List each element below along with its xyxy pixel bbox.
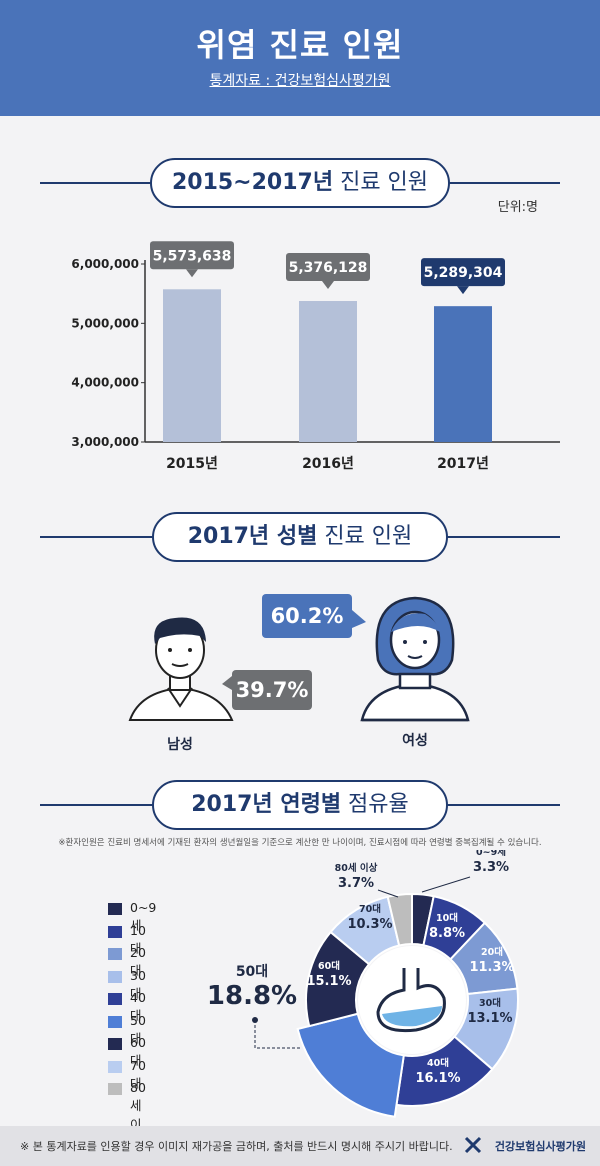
bar-callout-pointer	[186, 269, 198, 278]
donut-value-label: 13.1%	[467, 1011, 512, 1026]
legend-swatch	[108, 903, 122, 915]
x-tick-label: 2015년	[166, 456, 218, 472]
legend-swatch	[108, 1083, 122, 1095]
donut-slice	[386, 892, 413, 947]
section1-title-bold: 2015~2017년	[171, 170, 334, 195]
donut-category-label: 70대	[359, 903, 381, 915]
legend-label: 20대	[130, 945, 146, 978]
legend-label: 70대	[130, 1057, 146, 1091]
y-tick-label: 3,000,000	[71, 435, 139, 449]
legend-swatch	[108, 1038, 122, 1050]
donut-value-label: 15.1%	[306, 974, 351, 989]
bar-callout	[286, 253, 370, 282]
leader-dot	[252, 1017, 258, 1023]
donut-category-label: 10대	[436, 912, 458, 924]
section3-heading: 2017년 연령별 점유율	[0, 780, 600, 830]
x-tick-label: 2016년	[302, 456, 354, 472]
bar	[299, 301, 357, 442]
donut-value-label: 10.3%	[347, 917, 392, 932]
bar	[434, 306, 492, 442]
bar	[163, 289, 221, 442]
donut-category-label: 60대	[318, 960, 340, 972]
bar-chart: 6,000,000 5,000,000 4,000,000 3,000,000 5,57…	[71, 241, 560, 472]
bar-callout-pointer	[322, 281, 334, 290]
legend-swatch	[108, 948, 122, 960]
leader-line	[421, 876, 471, 893]
section1-title: 2015~2017년 진료 인원	[150, 158, 450, 208]
donut-hole	[358, 946, 466, 1054]
donut-value-label: 8.8%	[429, 926, 465, 941]
female-icon	[360, 596, 470, 722]
footer-org: 건강보험심사평가원	[494, 1140, 586, 1153]
bar-value-label: 5,289,304	[424, 265, 503, 281]
hira-logo-icon	[464, 1136, 482, 1154]
age-note: ※환자인원은 진료비 명세서에 기재된 환자의 생년월일을 기준으로 계산한 만…	[58, 838, 542, 848]
male-callout-pointer	[222, 676, 232, 690]
donut-chart: 0~9세 3.3% 10대 8.8% 20대 11.3% 30대 13.1% 40대 16.1% 5…	[207, 850, 519, 1118]
donut-slice	[296, 1012, 405, 1118]
footer: ※ 본 통계자료를 인용할 경우 이미지 재가공을 금하며, 출처를 반드시 명…	[0, 1126, 600, 1166]
section2-title-light: 진료 인원	[317, 524, 413, 549]
donut-value-label: 16.1%	[415, 1071, 460, 1086]
donut-category-label: 20대	[481, 946, 503, 958]
male-percent-callout: 39.7%	[232, 670, 312, 710]
source-text: 통계자료 : 건강보험심사평가원	[209, 73, 391, 89]
y-tick-label: 5,000,000	[71, 316, 139, 330]
section1-title-light: 진료 인원	[333, 170, 429, 195]
donut-value-label: 11.3%	[469, 960, 514, 975]
legend-label: 50대	[130, 1012, 146, 1046]
legend-swatch	[108, 970, 122, 983]
page-title: 위염 진료 인원	[196, 26, 404, 64]
donut-category-label: 40대	[427, 1057, 449, 1069]
legend-label: 0~9세	[130, 900, 157, 933]
legend-swatch	[108, 993, 122, 1005]
donut-category-label: 30대	[479, 997, 501, 1009]
stomach-icon	[376, 968, 446, 1033]
section3-title-bold: 2017년 연령별	[191, 792, 342, 817]
donut-category-label: 50대	[236, 964, 268, 980]
donut-category-label: 80세 이상	[335, 862, 378, 874]
gender-illustration	[128, 596, 470, 722]
bar-callout	[150, 241, 234, 270]
leader-line	[254, 1020, 300, 1049]
bar-callout-pointer	[457, 286, 469, 295]
legend-label: 60대	[130, 1035, 146, 1068]
legend-label: 30대	[130, 967, 146, 1001]
leader-line	[377, 889, 399, 898]
donut-value-label: 3.3%	[473, 860, 509, 875]
unit-label: 단위:명	[497, 200, 538, 215]
section3-title-light: 점유율	[341, 792, 409, 817]
bar-callout	[421, 258, 505, 287]
male-label: 남성	[167, 737, 193, 753]
section1-heading: 2015~2017년 진료 인원	[0, 158, 600, 208]
x-tick-label: 2017년	[437, 456, 489, 472]
legend-label: 40대	[130, 990, 146, 1023]
legend-swatch	[108, 925, 122, 938]
section2-title: 2017년 성별 진료 인원	[152, 512, 448, 562]
legend-swatch	[108, 1015, 122, 1028]
female-percent-callout: 60.2%	[262, 594, 352, 638]
male-icon	[128, 617, 234, 721]
y-tick-label: 4,000,000	[71, 376, 139, 390]
donut-category-label: 0~9세	[476, 850, 506, 858]
footer-note: ※ 본 통계자료를 인용할 경우 이미지 재가공을 금하며, 출처를 반드시 명…	[20, 1140, 453, 1153]
bar-value-label: 5,573,638	[153, 248, 232, 264]
y-tick-label: 6,000,000	[71, 257, 139, 271]
female-label: 여성	[402, 733, 428, 749]
bar-value-label: 5,376,128	[289, 260, 368, 276]
female-callout-pointer	[352, 610, 366, 628]
legend-label: 10대	[130, 922, 146, 956]
header: 위염 진료 인원 통계자료 : 건강보험심사평가원	[0, 0, 600, 116]
section2-heading: 2017년 성별 진료 인원	[0, 512, 600, 562]
donut-value-label: 3.7%	[338, 876, 374, 891]
donut-value-label: 18.8%	[207, 981, 297, 1011]
section2-title-bold: 2017년 성별	[187, 524, 318, 549]
section3-title: 2017년 연령별 점유율	[152, 780, 448, 830]
legend-swatch	[108, 1060, 122, 1073]
